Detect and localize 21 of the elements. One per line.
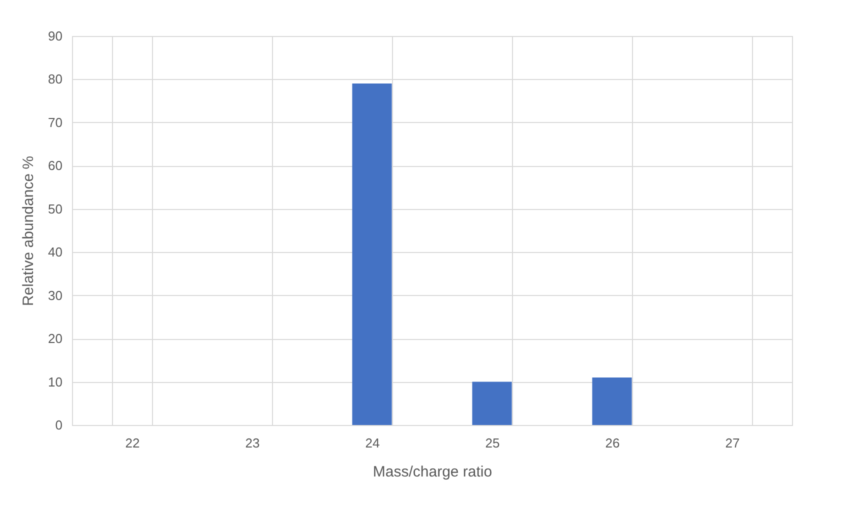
y-tick-label: 50 <box>48 201 62 216</box>
x-axis-title: Mass/charge ratio <box>372 464 492 480</box>
x-tick-label: 24 <box>365 436 380 450</box>
y-tick-label: 80 <box>48 72 62 87</box>
x-tick-label: 25 <box>485 436 500 450</box>
x-tick-label: 23 <box>245 436 260 450</box>
y-tick-label: 70 <box>48 114 62 130</box>
y-tick-label: 60 <box>48 158 62 174</box>
bar <box>352 84 392 425</box>
y-tick-label: 10 <box>48 374 62 390</box>
x-tick-label: 27 <box>725 436 740 450</box>
y-tick-label: 40 <box>48 244 62 260</box>
bar <box>592 377 632 425</box>
bar <box>472 382 512 425</box>
y-tick-label: 0 <box>55 418 62 432</box>
y-tick-label: 30 <box>48 288 62 303</box>
x-tick-label: 26 <box>605 436 620 450</box>
y-axis-title: Relative abundance % <box>20 156 38 306</box>
y-tick-label: 20 <box>48 331 62 346</box>
y-tick-label: 90 <box>48 28 62 44</box>
x-tick-label: 22 <box>125 436 140 450</box>
